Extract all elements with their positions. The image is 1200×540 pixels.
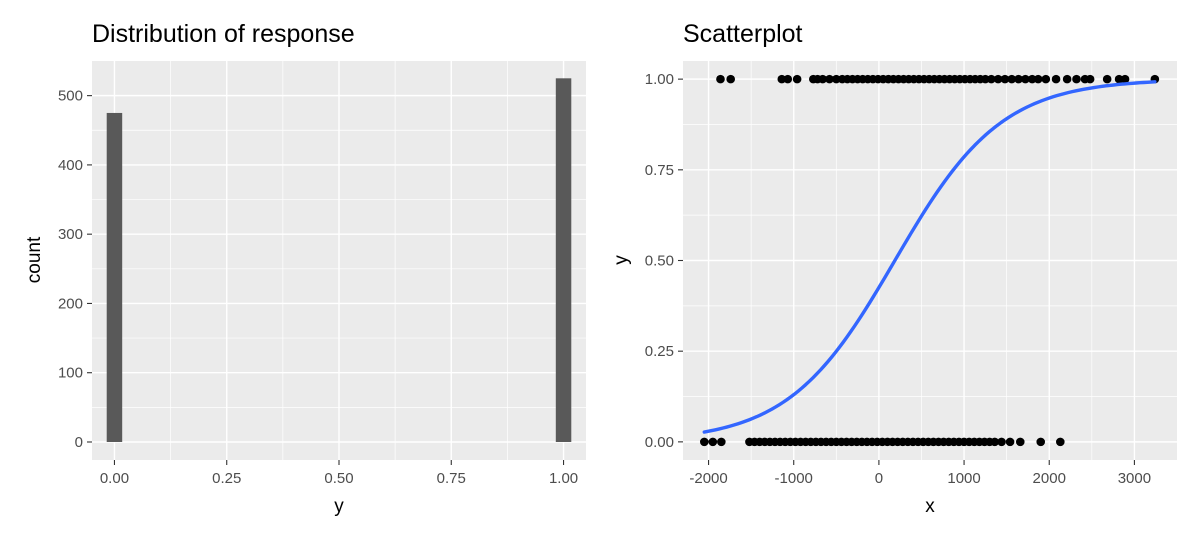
scatter-point bbox=[1051, 74, 1061, 84]
scatter-point bbox=[1015, 437, 1025, 447]
scatter-point bbox=[990, 437, 1000, 447]
histogram-ticks: 0.00 0.25 0.50 0.75 1.00 0 100 200 300 400 500 bbox=[58, 88, 578, 487]
histogram-y-tick-label: 0 bbox=[75, 434, 83, 451]
scatter-point bbox=[699, 437, 709, 447]
scatter-point bbox=[818, 74, 827, 84]
scatter-point bbox=[1027, 74, 1037, 84]
scatterplot-ticks: -2000 -1000 0 1000 2000 3000 0.00 0.25 0.50 0.75 1… bbox=[645, 71, 1151, 487]
scatter-point bbox=[1021, 74, 1030, 84]
histogram-x-tick-label: 0.75 bbox=[437, 470, 466, 487]
scatterplot-panel: -2000 -1000 0 1000 2000 3000 0.00 0.25 0.50 0.75 1… bbox=[611, 20, 1177, 517]
scatterplot-y-tick-label: 0.50 bbox=[645, 253, 674, 270]
scatterplot-y-tick-label: 1.00 bbox=[645, 71, 674, 88]
scatter-point bbox=[1120, 74, 1130, 84]
scatter-point bbox=[1005, 437, 1015, 447]
scatterplot-x-tick-label: 2000 bbox=[1033, 470, 1066, 487]
histogram-y-tick-label: 200 bbox=[58, 295, 83, 312]
scatterplot-x-tick-label: -1000 bbox=[775, 470, 813, 487]
scatter-point bbox=[832, 74, 841, 84]
scatterplot-fit-curve bbox=[702, 80, 1157, 434]
histogram-title: Distribution of response bbox=[92, 20, 355, 48]
scatter-point bbox=[993, 74, 1003, 84]
scatter-point bbox=[825, 74, 834, 84]
logistic-fit-line bbox=[702, 80, 1157, 434]
scatter-point bbox=[1102, 74, 1112, 84]
scatterplot-points bbox=[699, 74, 1160, 447]
scatter-point bbox=[1014, 74, 1023, 84]
histogram-y-axis-label: count bbox=[24, 236, 45, 283]
scatter-point bbox=[997, 437, 1006, 447]
scatter-point bbox=[1007, 74, 1017, 84]
histogram-bars bbox=[106, 78, 572, 442]
scatter-point bbox=[726, 74, 735, 84]
histogram-x-tick-label: 1.00 bbox=[549, 470, 578, 487]
scatter-point bbox=[717, 437, 726, 447]
scatterplot-x-tick-label: 3000 bbox=[1118, 470, 1151, 487]
histogram-y-tick-label: 300 bbox=[58, 226, 83, 243]
scatter-point bbox=[1041, 74, 1051, 84]
histogram-x-tick-label: 0.50 bbox=[324, 470, 353, 487]
scatterplot-y-axis-label: y bbox=[611, 255, 632, 265]
scatter-point bbox=[1114, 74, 1124, 84]
scatterplot-y-tick-label: 0.75 bbox=[645, 162, 674, 179]
scatterplot-x-tick-label: 1000 bbox=[947, 470, 980, 487]
histogram-x-tick-label: 0.00 bbox=[100, 470, 129, 487]
histogram-y-tick-label: 100 bbox=[58, 365, 83, 382]
scatter-point bbox=[1033, 74, 1043, 84]
scatter-point bbox=[708, 437, 718, 447]
histogram-y-tick-label: 500 bbox=[58, 88, 83, 105]
scatterplot-title: Scatterplot bbox=[683, 20, 803, 48]
scatterplot-y-tick-label: 0.25 bbox=[645, 343, 674, 360]
scatter-point bbox=[1072, 74, 1081, 84]
histogram-bar bbox=[106, 112, 123, 442]
scatter-point bbox=[783, 74, 793, 84]
histogram-bar bbox=[555, 78, 572, 442]
scatterplot-y-tick-label: 0.00 bbox=[645, 434, 674, 451]
scatterplot-x-axis-label: x bbox=[925, 496, 935, 517]
histogram-x-axis-label: y bbox=[334, 496, 344, 517]
scatter-point bbox=[1036, 437, 1046, 447]
scatter-point bbox=[987, 74, 996, 84]
scatter-point bbox=[981, 74, 990, 84]
scatter-point bbox=[1085, 74, 1095, 84]
histogram-y-tick-label: 400 bbox=[58, 157, 83, 174]
scatter-point bbox=[1062, 74, 1072, 84]
scatterplot-x-tick-label: 0 bbox=[875, 470, 883, 487]
histogram-panel: 0.00 0.25 0.50 0.75 1.00 0 100 200 300 400 500 Dis… bbox=[24, 20, 586, 517]
histogram-x-tick-label: 0.25 bbox=[212, 470, 241, 487]
scatterplot-x-tick-label: -2000 bbox=[689, 470, 727, 487]
scatter-point bbox=[716, 74, 725, 84]
scatter-point bbox=[1000, 74, 1010, 84]
scatter-point bbox=[792, 74, 802, 84]
scatter-point bbox=[777, 74, 787, 84]
scatter-point bbox=[1056, 437, 1065, 447]
